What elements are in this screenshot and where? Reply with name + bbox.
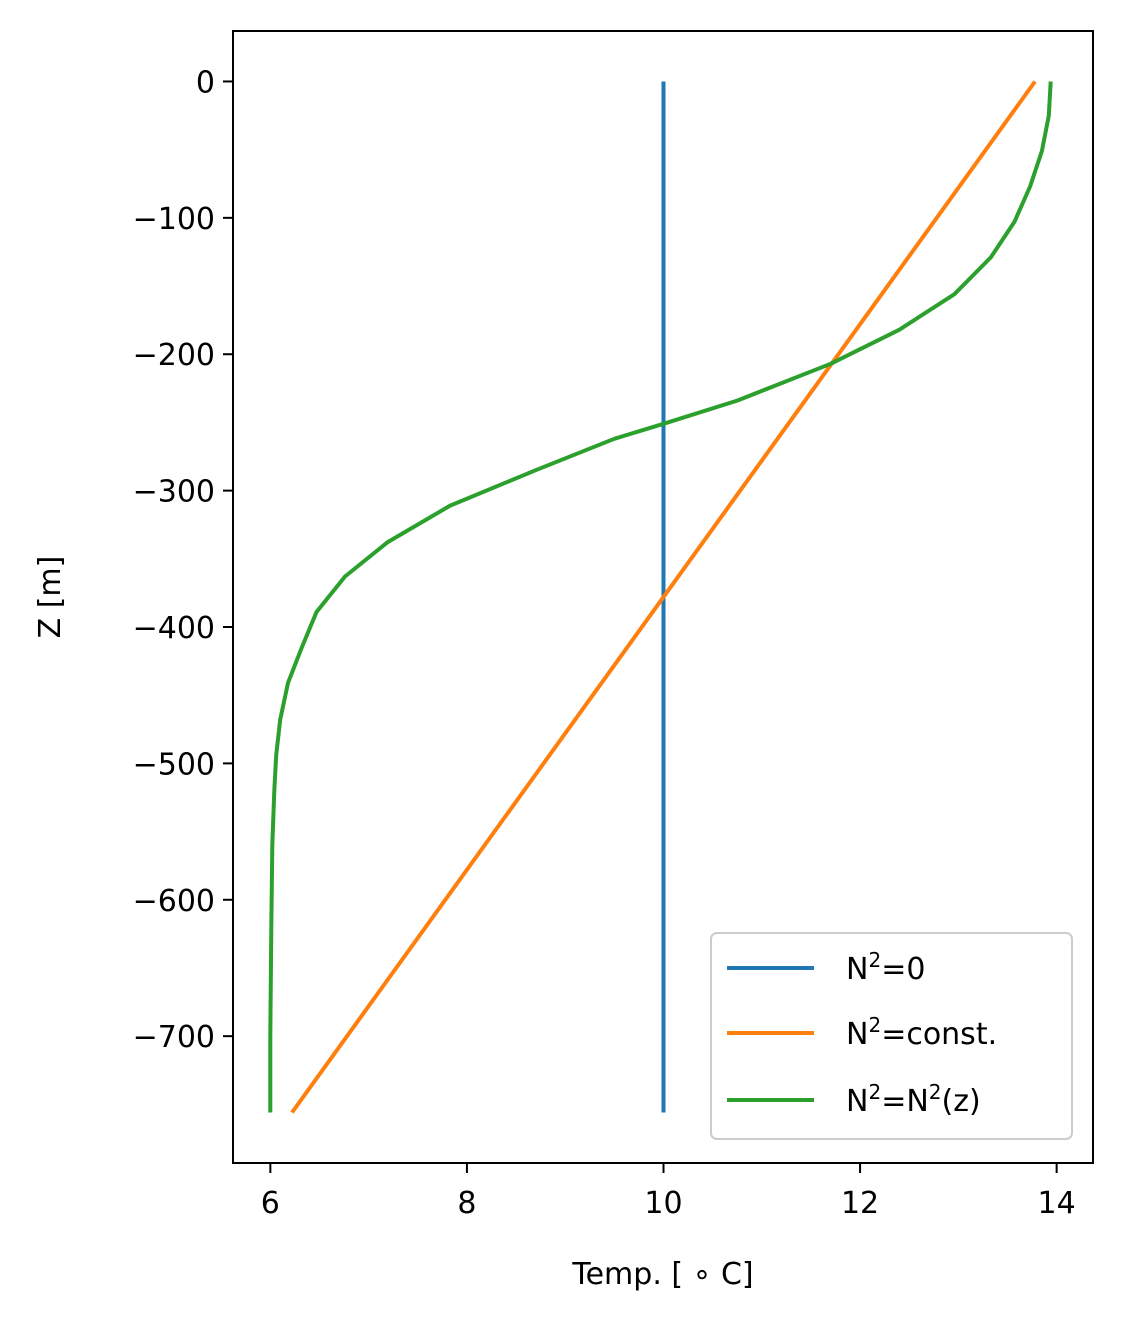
y-tick-label: −100	[133, 202, 215, 237]
legend: N2​=0 N2​=const. N2​=N2​(z)	[710, 932, 1073, 1140]
series-layer	[268, 80, 1053, 1114]
y-tick-label: −500	[133, 747, 215, 782]
x-tick-label: 14	[1038, 1186, 1076, 1221]
y-tick-label: −200	[133, 338, 215, 373]
x-tick-label: 6	[261, 1186, 280, 1221]
series-line-3	[268, 81, 1053, 1113]
x-axis-label: Temp. [ ∘ C]	[571, 1257, 753, 1292]
y-tick-label: −700	[133, 1020, 215, 1055]
legend-label-1: N2​=0	[846, 948, 925, 987]
series-line-2	[290, 80, 1037, 1114]
legend-label-2: N2​=const.	[846, 1013, 997, 1052]
y-tick-label: −400	[133, 611, 215, 646]
y-axis: 0 −100 −200 −300 −400 −500 −600 −700	[133, 65, 233, 1055]
x-tick-label: 12	[841, 1186, 879, 1221]
y-tick-label: −300	[133, 475, 215, 510]
x-tick-label: 10	[644, 1186, 682, 1221]
legend-label-3: N2​=N2​(z)	[846, 1080, 981, 1119]
x-tick-label: 8	[457, 1186, 476, 1221]
y-axis-label: Z [m]	[33, 556, 68, 639]
y-tick-label: 0	[196, 65, 215, 100]
legend-box	[710, 932, 1073, 1140]
y-tick-label: −600	[133, 884, 215, 919]
x-axis: 6 8 10 12 14	[261, 1163, 1076, 1221]
